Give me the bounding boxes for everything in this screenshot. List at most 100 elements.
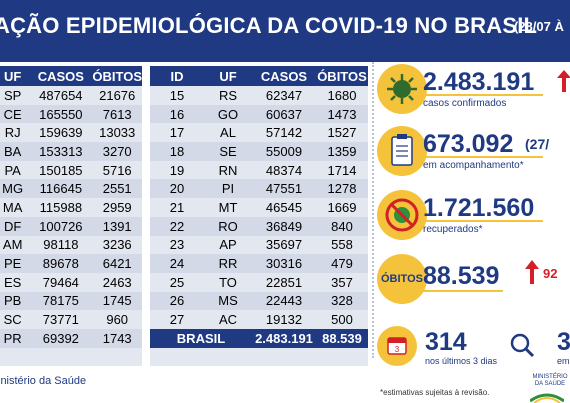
- total-row: BRASIL 2.483.191 88.539: [150, 328, 368, 348]
- cases-cell: 89678: [29, 254, 93, 273]
- id-cell: 23: [169, 237, 185, 253]
- clipboard-icon: [377, 126, 427, 176]
- state-cell: RN: [218, 162, 238, 178]
- monitoring-value: 673.092: [423, 130, 514, 158]
- confirmed-value: 2.483.191: [423, 68, 535, 96]
- confirmed-card: 2.483.191 casos confirmados: [377, 64, 570, 116]
- monitoring-extra: (27/: [525, 136, 550, 152]
- state-cell: AC: [218, 312, 238, 328]
- column-header-deaths: ÓBITOS: [92, 66, 142, 86]
- deaths-cell: 1745: [92, 291, 142, 311]
- arrow-up-icon: [525, 260, 539, 284]
- table-row: MG 116645 2551: [0, 179, 142, 199]
- deaths-badge: ÓBITOS: [377, 254, 427, 304]
- divider: [372, 62, 375, 358]
- state-cell: MS: [204, 291, 252, 311]
- cases-cell: 47551: [252, 179, 316, 199]
- state-cell: AM: [2, 237, 23, 253]
- right-state-table: ID UF CASOS ÓBITOS 15 RS 62347 1680 16 GO 606…: [150, 66, 368, 348]
- monitoring-label: em acompanhamento*: [423, 160, 524, 171]
- table-row: PE 89678 6421: [0, 254, 142, 273]
- table-row: PB 78175 1745: [0, 291, 142, 311]
- deaths-cell: 2463: [102, 274, 132, 290]
- deaths-cell: 479: [316, 254, 368, 273]
- ministry-logo: MINISTÉRIO DA SAÚDE: [530, 374, 570, 403]
- state-cell: PI: [204, 179, 252, 199]
- cases-cell: 79464: [42, 274, 79, 290]
- confirmed-label: casos confirmados: [423, 98, 507, 109]
- table-row: 21 MT 46545 1669: [150, 198, 368, 217]
- id-cell: 24: [150, 254, 204, 273]
- column-header-cases: CASOS: [29, 66, 93, 86]
- deaths-cell: 1743: [92, 328, 142, 348]
- table-row: 27 AC 19132 500: [150, 310, 368, 329]
- header-bar: AÇÃO EPIDEMIOLÓGICA DA COVID-19 NO BRASI…: [0, 0, 570, 62]
- deaths-cell: 1391: [92, 216, 142, 236]
- cases-cell: 487654: [39, 87, 83, 103]
- table-row: 20 PI 47551 1278: [150, 179, 368, 199]
- deaths-cell: 1714: [327, 162, 357, 178]
- underline: [423, 94, 543, 96]
- deaths-cell: 1680: [327, 87, 357, 103]
- total-deaths: 88.539: [316, 328, 368, 348]
- id-cell: 22: [150, 216, 204, 236]
- deaths-card: ÓBITOS 88.539 92: [377, 254, 570, 306]
- state-cell: TO: [219, 274, 237, 290]
- table-row: 18 SE 55009 1359: [150, 142, 368, 161]
- virus-icon: [377, 64, 427, 114]
- deaths-badge-label: ÓBITOS: [381, 273, 423, 285]
- deaths-cell: 1278: [316, 179, 368, 199]
- deaths-cell: 6421: [92, 254, 142, 273]
- cases-cell: 153313: [29, 142, 93, 161]
- cases-cell: 116645: [29, 179, 93, 199]
- no-virus-icon: [377, 190, 427, 240]
- cases-cell: 30316: [252, 254, 316, 273]
- investigation-value: 3: [557, 328, 570, 356]
- deaths-increase: 92: [543, 266, 558, 281]
- deaths-cell: 960: [106, 312, 129, 328]
- state-cell: RO: [204, 216, 252, 236]
- id-cell: 26: [150, 291, 204, 311]
- state-cell: RS: [218, 87, 238, 103]
- investigation-label: em: [557, 356, 570, 366]
- deaths-cell: 1669: [327, 199, 357, 215]
- total-label: BRASIL: [150, 328, 252, 348]
- state-cell: PR: [0, 328, 30, 348]
- id-cell: 18: [150, 142, 204, 161]
- table-row: BA 153313 3270: [0, 142, 142, 161]
- cases-cell: 48374: [265, 162, 303, 178]
- column-header-uf: UF: [204, 66, 252, 86]
- state-cell: MT: [218, 199, 238, 215]
- table-row: 25 TO 22851 357: [150, 273, 368, 292]
- deaths-cell: 328: [316, 291, 368, 311]
- recent-label: nos últimos 3 dias: [425, 356, 498, 366]
- table-row: 19 RN 48374 1714: [150, 161, 368, 180]
- magnifier-icon: [510, 333, 535, 358]
- table-row: CE 165550 7613: [0, 104, 142, 124]
- cases-cell: 165550: [29, 104, 93, 124]
- table-row: 24 RR 30316 479: [150, 254, 368, 273]
- underline: [423, 156, 543, 158]
- table-row: 16 GO 60637 1473: [150, 104, 368, 124]
- deaths-cell: 2959: [102, 199, 132, 215]
- calendar-number: 3: [395, 345, 400, 354]
- table-row: MA 115988 2959: [0, 198, 142, 217]
- deaths-cell: 1473: [316, 104, 368, 124]
- column-header-uf: UF: [0, 66, 30, 86]
- cases-cell: 98118: [43, 237, 79, 253]
- source-text: inistério da Saúde: [0, 375, 87, 387]
- cases-cell: 115988: [39, 199, 83, 215]
- recovered-card: 1.721.560 recuperados*: [377, 190, 570, 242]
- table-row: 22 RO 36849 840: [150, 216, 368, 236]
- state-cell: SP: [3, 87, 22, 103]
- logo-text: MINISTÉRIO DA SAÚDE: [532, 374, 568, 387]
- cases-cell: 19132: [265, 312, 303, 328]
- cases-cell: 62347: [265, 87, 303, 103]
- id-cell: 19: [169, 162, 185, 178]
- state-cell: RJ: [4, 125, 21, 141]
- id-cell: 20: [150, 179, 204, 199]
- table-row: DF 100726 1391: [0, 216, 142, 236]
- state-cell: CE: [0, 104, 30, 124]
- id-cell: 17: [169, 125, 185, 141]
- cases-cell: 69392: [29, 328, 93, 348]
